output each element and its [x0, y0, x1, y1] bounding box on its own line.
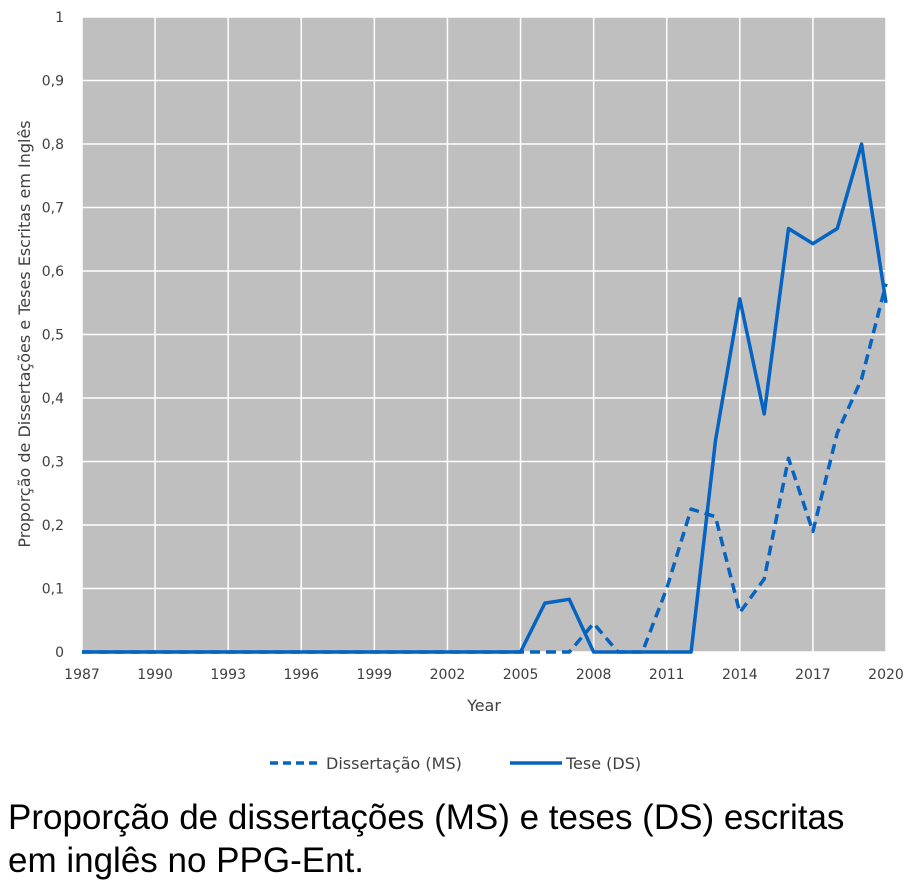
- x-tick-label: 1999: [357, 667, 393, 683]
- x-tick-label: 1993: [210, 667, 246, 683]
- x-axis-title: Year: [466, 696, 501, 715]
- y-tick-labels: 0 0,1 0,2 0,3 0,4 0,5 0,6 0,7 0,8 0,9 1: [42, 10, 64, 661]
- grid-lines: [81, 16, 887, 653]
- y-tick-label: 0,3: [42, 455, 64, 471]
- series-line-ds: [82, 142, 888, 654]
- x-tick-label: 2005: [503, 667, 539, 683]
- x-tick-label: 2014: [722, 667, 758, 683]
- x-tick-label: 2011: [649, 667, 685, 683]
- line-chart: 1987 1990 1993 1996 1999 2002 2005 2008 2011 2014…: [15, 10, 904, 773]
- x-tick-label: 2020: [868, 667, 904, 683]
- x-tick-label: 1996: [283, 667, 319, 683]
- x-tick-label: 2008: [576, 667, 612, 683]
- y-tick-label: 0,8: [42, 137, 64, 153]
- caption-line-1-end: escritas: [723, 798, 845, 837]
- series-lines: [82, 142, 888, 654]
- y-axis-title: Proporção de Dissertações e Teses Escrit…: [15, 120, 34, 547]
- x-tick-label: 2002: [430, 667, 466, 683]
- y-tick-label: 0: [55, 645, 64, 661]
- y-tick-label: 1: [55, 10, 64, 26]
- legend-label-ds: Tese (DS): [565, 754, 641, 773]
- y-tick-label: 0,1: [42, 582, 64, 598]
- caption-line-2: em inglês no PPG-Ent.: [8, 841, 364, 880]
- x-tick-label: 1987: [64, 667, 100, 683]
- y-tick-label: 0,4: [42, 391, 64, 407]
- x-tick-label: 2017: [795, 667, 831, 683]
- y-tick-label: 0,7: [42, 201, 64, 217]
- y-tick-label: 0,6: [42, 264, 64, 280]
- x-tick-label: 1990: [137, 667, 173, 683]
- y-tick-label: 0,5: [42, 328, 64, 344]
- y-tick-label: 0,9: [42, 74, 64, 90]
- caption-line-1: Proporção de dissertações (MS) e teses (…: [8, 798, 715, 837]
- legend-label-ms: Dissertação (MS): [326, 754, 462, 773]
- x-tick-labels: 1987 1990 1993 1996 1999 2002 2005 2008 2011 2014…: [64, 667, 904, 683]
- figure-caption: Proporção de dissertações (MS) e teses (…: [8, 796, 904, 882]
- legend: Dissertação (MS) Tese (DS): [270, 754, 641, 773]
- y-tick-label: 0,2: [42, 518, 64, 534]
